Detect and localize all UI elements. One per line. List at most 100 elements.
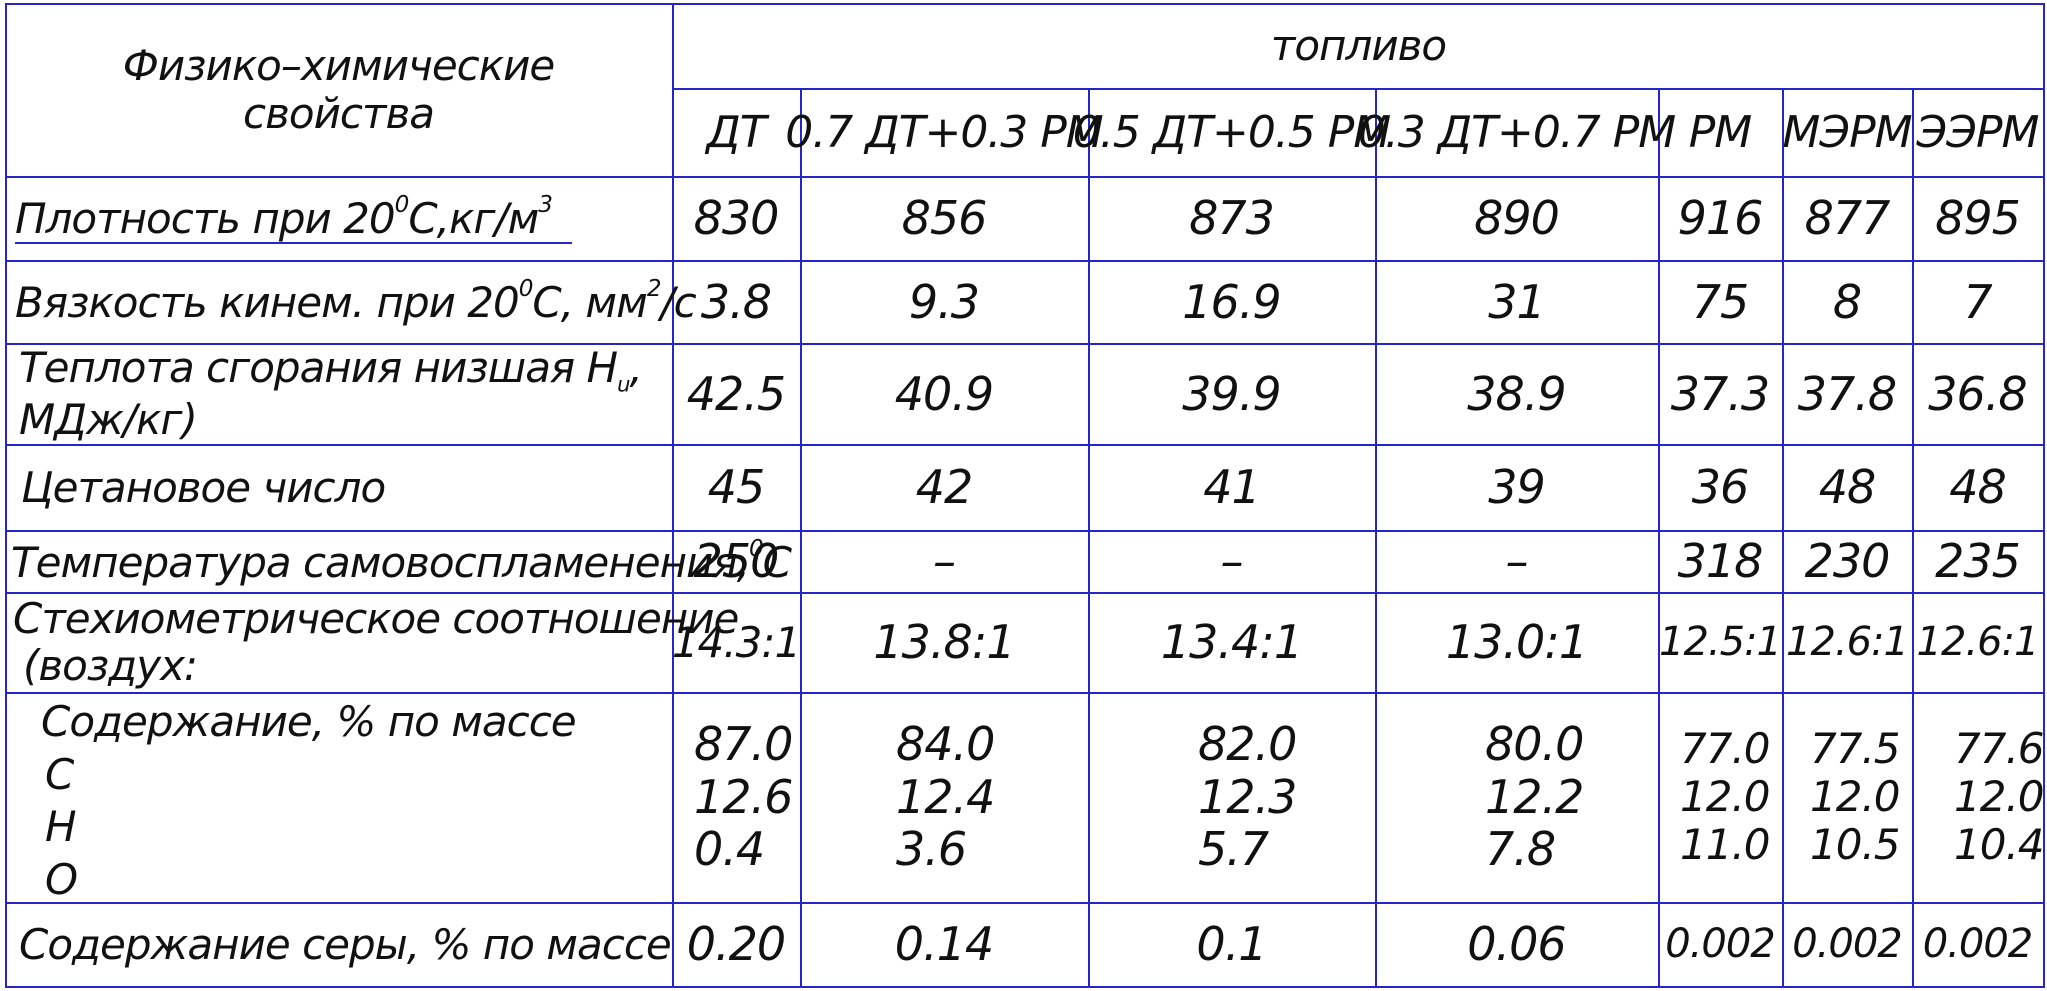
composition-mix-03: 80.0 12.2 7.8 (1375, 692, 1658, 902)
heat-mix-05: 39.9 (1182, 366, 1281, 421)
column-header-rm: РМ (1688, 106, 1753, 158)
composition-merm-c: 77.5 (1810, 723, 1901, 773)
autoignition-eerm: 235 (1935, 534, 2021, 588)
composition-dt: 87.0 12.6 0.4 (672, 692, 800, 902)
composition-rm-h: 12.0 (1680, 771, 1771, 821)
composition-mix-07: 84.0 12.4 3.6 (800, 692, 1088, 902)
composition-mix-03-h: 12.2 (1485, 769, 1584, 824)
column-header-mix-03: 0.3 ДТ+0.7 РМ (1357, 106, 1677, 158)
heat-label-line2: МДж/кг) (19, 395, 198, 445)
grid-line-row3 (5, 444, 2045, 446)
composition-element-c: С (45, 749, 74, 799)
cetane-merm: 48 (1818, 460, 1877, 514)
header-property-cell: Физико–химические свойства (5, 3, 672, 176)
composition-mix-05-h: 12.3 (1198, 769, 1297, 824)
grid-line-header-bottom (5, 176, 2045, 178)
grid-line-col-mix07 (1088, 88, 1090, 988)
grid-line-left (5, 3, 7, 988)
composition-mix-05-o: 5.7 (1198, 822, 1269, 877)
composition-rm-o: 11.0 (1680, 820, 1771, 870)
composition-dt-c: 87.0 (694, 716, 793, 771)
sulfur-dt: 0.20 (686, 917, 786, 971)
composition-mix-05-c: 82.0 (1198, 716, 1297, 771)
stoichiometric-mix-07: 13.8:1 (873, 615, 1015, 669)
viscosity-dt: 3.8 (700, 274, 772, 329)
heat-mix-03: 38.9 (1467, 366, 1566, 421)
grid-line-row7 (5, 902, 2045, 904)
column-header-merm: МЭРМ (1782, 106, 1912, 158)
grid-line-col-dt (800, 88, 802, 988)
composition-merm-o: 10.5 (1810, 820, 1901, 870)
stoichiometric-mix-05: 13.4:1 (1160, 615, 1303, 669)
stoichiometric-merm: 12.6:1 (1786, 619, 1909, 665)
viscosity-merm: 8 (1832, 274, 1862, 329)
cetane-eerm: 48 (1949, 460, 2007, 514)
composition-mix-07-h: 12.4 (896, 769, 995, 824)
density-label: Плотность при 200С,кг/м3 (15, 192, 572, 245)
composition-dt-h: 12.6 (694, 769, 793, 824)
viscosity-eerm: 7 (1963, 274, 1992, 329)
heat-label-line1: Теплота сгорания низшая Нu, (19, 342, 643, 396)
composition-mix-05: 82.0 12.3 5.7 (1088, 692, 1375, 902)
autoignition-rm: 318 (1677, 534, 1764, 588)
sulfur-mix-05: 0.1 (1196, 917, 1267, 971)
stoichiometric-label-line2: (воздух: (23, 641, 198, 690)
viscosity-mix-03: 31 (1488, 274, 1546, 329)
viscosity-mix-07: 9.3 (908, 274, 980, 329)
row-label-autoignition: Температура самовоспламенения,0С (5, 530, 792, 592)
row-label-heat: Теплота сгорания низшая Нu, МДж/кг) (5, 343, 672, 444)
grid-line-col-mix05 (1375, 88, 1377, 988)
viscosity-label: Вязкость кинем. при 200С, мм2/с (15, 276, 697, 327)
composition-merm: 77.5 12.0 10.5 (1782, 692, 1912, 902)
stoichiometric-eerm: 12.6:1 (1916, 619, 2040, 665)
column-header-eerm: ЭЭРМ (1916, 106, 2040, 158)
grid-line-top (5, 3, 2045, 5)
row-label-sulfur: Содержание серы, % по массе (19, 919, 672, 969)
grid-line-row1 (5, 260, 2045, 262)
sulfur-rm: 0.002 (1665, 921, 1776, 967)
composition-mix-07-o: 3.6 (896, 822, 967, 877)
cetane-rm: 36 (1691, 460, 1750, 514)
density-mix-07: 856 (901, 191, 988, 245)
column-header-mix-05: 0.5 ДТ+0.5 РМ (1072, 106, 1392, 158)
composition-dt-o: 0.4 (694, 822, 765, 877)
row-label-cetane: Цетановое число (21, 462, 386, 512)
autoignition-merm: 230 (1804, 534, 1891, 588)
density-mix-03: 890 (1474, 191, 1560, 245)
composition-eerm: 77.6 12.0 10.4 (1912, 692, 2045, 902)
autoignition-dt: 250 (693, 534, 780, 588)
composition-element-h: Н (45, 802, 77, 851)
composition-element-o: О (45, 854, 78, 904)
stoichiometric-mix-03: 13.0:1 (1445, 615, 1588, 669)
composition-eerm-h: 12.0 (1954, 771, 2045, 821)
cetane-dt: 45 (707, 460, 766, 514)
sulfur-mix-03: 0.06 (1467, 917, 1566, 971)
density-mix-05: 873 (1189, 191, 1275, 245)
stoichiometric-rm: 12.5:1 (1659, 619, 1782, 665)
density-eerm: 895 (1935, 191, 2021, 245)
grid-line-bottom (5, 986, 2045, 988)
header-property-line1: Физико–химические (122, 41, 556, 91)
composition-mix-07-c: 84.0 (896, 716, 995, 771)
density-dt: 830 (693, 191, 780, 245)
heat-merm: 37.8 (1797, 366, 1897, 421)
row-label-density: Плотность при 200С,кг/м3 (5, 176, 672, 260)
composition-rm-c: 77.0 (1680, 723, 1771, 773)
heat-mix-07: 40.9 (894, 366, 994, 421)
grid-line-col-mix03 (1658, 88, 1660, 988)
stoichiometric-label-line1: Стехиометрическое соотношение (13, 593, 739, 643)
viscosity-rm: 75 (1691, 274, 1750, 329)
row-label-composition: Содержание, % по массе С Н О (5, 692, 672, 904)
column-header-dt: ДТ (706, 106, 766, 158)
grid-line-col-merm (1912, 88, 1914, 988)
autoignition-mix-07: – (933, 534, 956, 588)
cetane-mix-07: 42 (915, 460, 974, 514)
composition-rm: 77.0 12.0 11.0 (1658, 692, 1782, 902)
composition-mix-03-c: 80.0 (1485, 716, 1584, 771)
composition-title: Содержание, % по массе (41, 697, 577, 746)
cetane-mix-03: 39 (1488, 460, 1546, 514)
composition-eerm-o: 10.4 (1954, 820, 2045, 870)
composition-merm-h: 12.0 (1810, 771, 1901, 821)
grid-line-right (2043, 3, 2045, 988)
grid-line-row5 (5, 592, 2045, 594)
